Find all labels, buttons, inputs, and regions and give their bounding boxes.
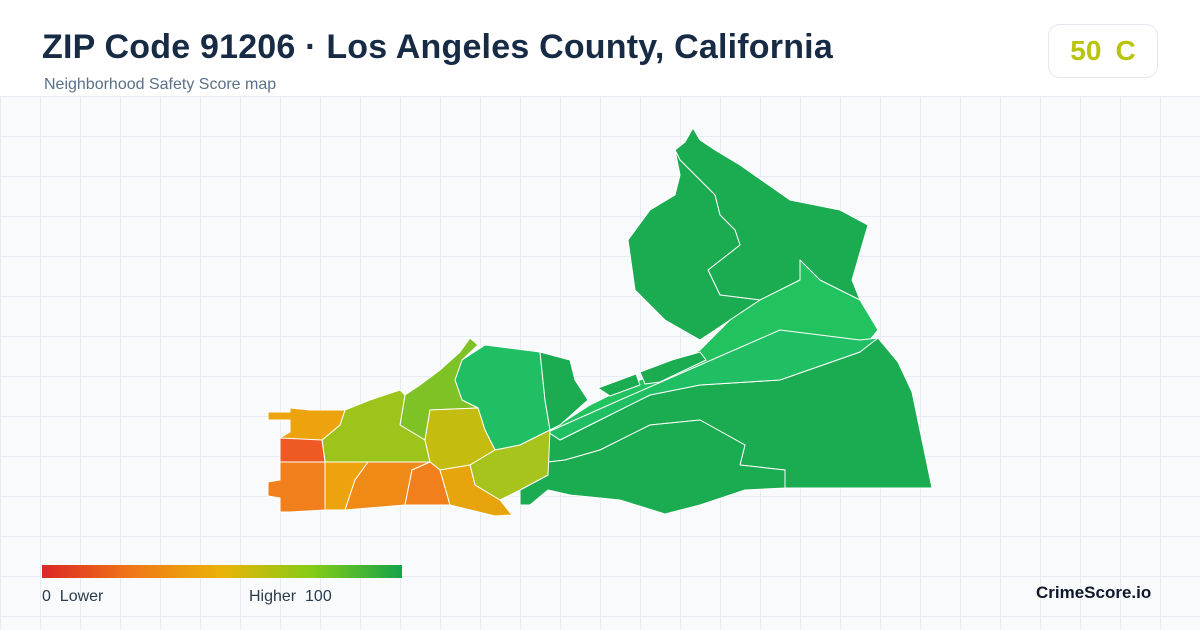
map-region-southeast[interactable] <box>519 419 786 515</box>
map-region-amber-s[interactable] <box>439 464 513 517</box>
map-region-finger[interactable] <box>597 373 641 397</box>
legend-max-value: 100 <box>305 588 332 605</box>
legend-min: 0 Lower <box>42 588 103 606</box>
score-value: 50 <box>1070 35 1102 66</box>
map-region-finger-2[interactable] <box>639 351 707 385</box>
map-region-central-lower[interactable] <box>547 329 879 441</box>
safety-score-badge: 50 C <box>1048 24 1158 78</box>
legend-gradient-bar <box>42 565 402 578</box>
legend-min-label: Lower <box>59 588 104 605</box>
brand-name[interactable]: CrimeScore.io <box>1036 583 1152 602</box>
score-grade: C <box>1115 35 1136 66</box>
map-region-mid[interactable] <box>539 351 589 431</box>
map-region-northwest[interactable] <box>627 149 761 341</box>
page-title: ZIP Code 91206 · Los Angeles County, Cal… <box>42 28 833 66</box>
page-subtitle: Neighborhood Safety Score map <box>44 76 277 93</box>
map-region-orange-w[interactable] <box>267 461 326 513</box>
legend-min-value: 0 <box>42 588 51 605</box>
legend-max: Higher 100 <box>249 588 332 606</box>
map-grid-background <box>0 96 1200 630</box>
map-region-red[interactable] <box>279 437 326 463</box>
legend-max-label: Higher <box>249 588 297 605</box>
header <box>0 0 1200 97</box>
